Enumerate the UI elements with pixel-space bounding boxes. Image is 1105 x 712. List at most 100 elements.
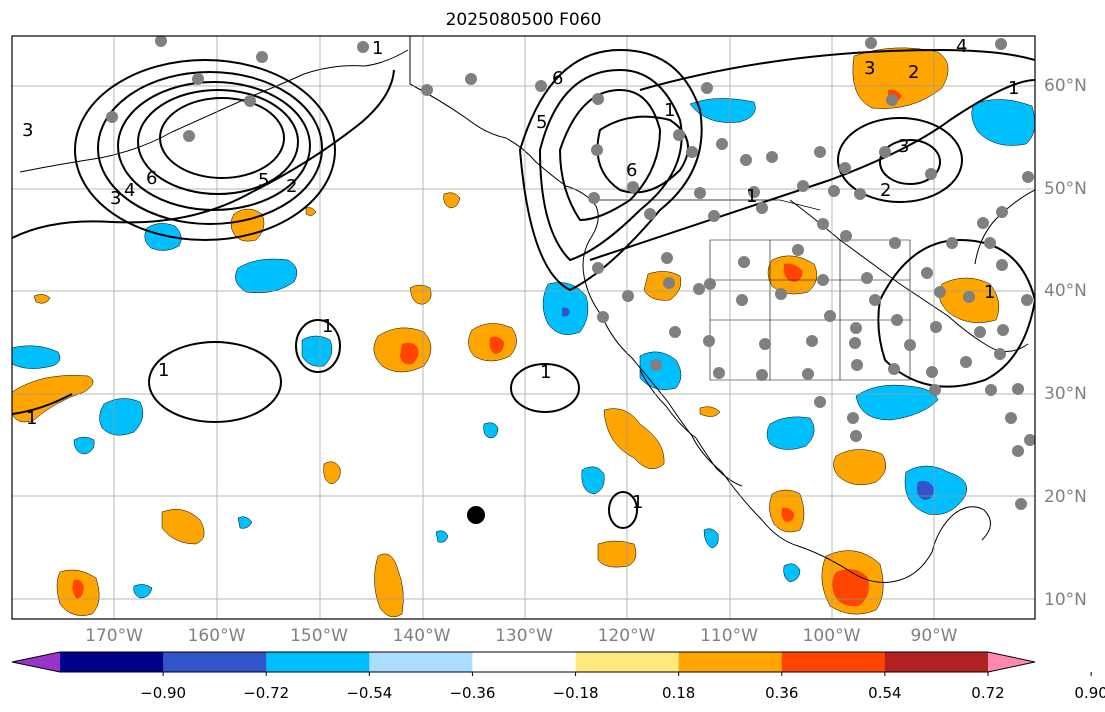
lat-tick-label: 20°N	[1044, 486, 1087, 507]
anomaly-blob	[230, 208, 265, 242]
anomaly-blob	[483, 422, 499, 439]
anomaly-blob	[72, 579, 84, 599]
contour-label: 4	[956, 36, 967, 57]
contour-label: 1	[26, 408, 37, 429]
lon-tick-label: 130°W	[495, 626, 553, 646]
contour-label: 1	[540, 362, 551, 383]
colorbar-extend-high	[988, 652, 1035, 672]
lon-tick-label: 160°W	[187, 626, 246, 646]
contour-label: 1	[746, 186, 757, 207]
anomaly-blob	[489, 336, 504, 354]
colorbar-tick-label: 0.72	[971, 684, 1005, 702]
anomaly-blob	[144, 223, 182, 251]
contour-label: 1	[1008, 78, 1019, 99]
contour-label: 6	[626, 160, 637, 181]
colorbar-segment	[60, 652, 164, 672]
anomaly-blob	[435, 530, 449, 543]
contour-label: 3	[864, 58, 875, 79]
marker-point	[467, 506, 485, 524]
colorbar	[11, 651, 1092, 676]
anomaly-blob	[235, 258, 298, 294]
colorbar-segment	[575, 652, 680, 672]
anomaly-blob	[99, 398, 144, 436]
contour-label: 5	[258, 170, 269, 191]
lon-tick-label: 100°W	[802, 626, 861, 646]
lon-tick-label: 110°W	[700, 626, 758, 646]
anomaly-blob	[400, 342, 419, 365]
contour-label: 6	[552, 68, 563, 89]
contour-label: 1	[984, 282, 995, 303]
lon-tick-label: 170°W	[85, 626, 143, 646]
contours	[12, 48, 1035, 529]
anomaly-blob	[766, 416, 815, 450]
shaded-anomalies	[12, 47, 1035, 618]
anomaly-blob	[323, 461, 341, 485]
contour-label: 2	[286, 176, 297, 197]
anomaly-blob	[781, 507, 794, 522]
anomaly-blob	[904, 465, 967, 515]
lat-tick-label: 10°N	[1044, 589, 1087, 610]
anomaly-blob	[833, 449, 887, 486]
anomaly-blob	[73, 436, 95, 455]
colorbar-segment	[884, 652, 989, 672]
anomaly-blob	[699, 406, 721, 417]
anomaly-blob	[161, 509, 205, 545]
anomaly-blob	[33, 294, 51, 304]
anomaly-blob	[855, 384, 939, 421]
lon-tick-label: 140°W	[392, 626, 451, 646]
colorbar-tick-label: 0.90	[1074, 684, 1105, 702]
contour-label: 2	[880, 180, 891, 201]
anomaly-blob	[12, 375, 94, 423]
anomaly-blob	[305, 207, 317, 216]
anomaly-blob	[443, 192, 461, 209]
lon-tick-label: 90°W	[910, 626, 958, 646]
contour-label: 1	[632, 492, 643, 513]
colorbar-segment	[472, 652, 577, 672]
contour-label: 2	[908, 62, 919, 83]
colorbar-tick-label: −0.36	[449, 684, 496, 702]
colorbar-tick-label: 0.36	[765, 684, 799, 702]
anomaly-blob	[237, 516, 253, 529]
contour-label: 4	[124, 180, 135, 201]
contour-label: 1	[322, 316, 333, 337]
colorbar-segment	[163, 652, 267, 672]
anomaly-blob	[783, 563, 801, 583]
coastlines	[19, 36, 1035, 583]
contour-label: 3	[898, 136, 909, 157]
colorbar-extend-low	[12, 652, 60, 672]
lat-tick-label: 50°N	[1044, 178, 1087, 199]
anomaly-blob	[783, 263, 803, 282]
colorbar-tick-label: −0.90	[140, 684, 187, 702]
anomaly-blob	[562, 307, 570, 317]
lon-tick-label: 120°W	[597, 626, 656, 646]
contour-label: 1	[664, 100, 675, 121]
contour-label: 5	[536, 112, 547, 133]
colorbar-tick-label: 0.54	[868, 684, 902, 702]
contour-labels: 3 3 4 6 5 2 1 6 5 6 1 1 3 2 4 3 2 1 1 1 …	[22, 36, 1019, 513]
colorbar-tick-label: −0.18	[552, 684, 599, 702]
anomaly-blob	[832, 569, 869, 607]
colorbar-tick-label: 0.18	[661, 684, 696, 702]
colorbar-segment	[781, 652, 886, 672]
anomaly-blob	[639, 351, 682, 390]
colorbar-segment	[266, 652, 370, 672]
anomaly-blob	[603, 408, 665, 470]
anomaly-blob	[916, 480, 934, 500]
anomaly-blob	[689, 98, 756, 123]
anomaly-blob	[409, 284, 432, 305]
colorbar-tick-label: −0.72	[243, 684, 290, 702]
lat-tick-label: 40°N	[1044, 281, 1087, 302]
anomaly-blob	[301, 335, 333, 367]
anomaly-blob	[597, 540, 637, 568]
lat-tick-label: 60°N	[1044, 76, 1087, 96]
lat-tick-label: 30°N	[1044, 384, 1087, 405]
contour-label: 1	[372, 38, 383, 59]
anomaly-blob	[374, 553, 404, 618]
station-points	[106, 36, 1035, 510]
anomaly-blob	[12, 345, 61, 369]
map-frame	[11, 35, 1036, 620]
anomaly-blob	[852, 47, 949, 109]
colorbar-tick-label: −0.54	[346, 684, 393, 702]
contour-label: 6	[146, 168, 157, 189]
colorbar-segment	[678, 652, 783, 672]
